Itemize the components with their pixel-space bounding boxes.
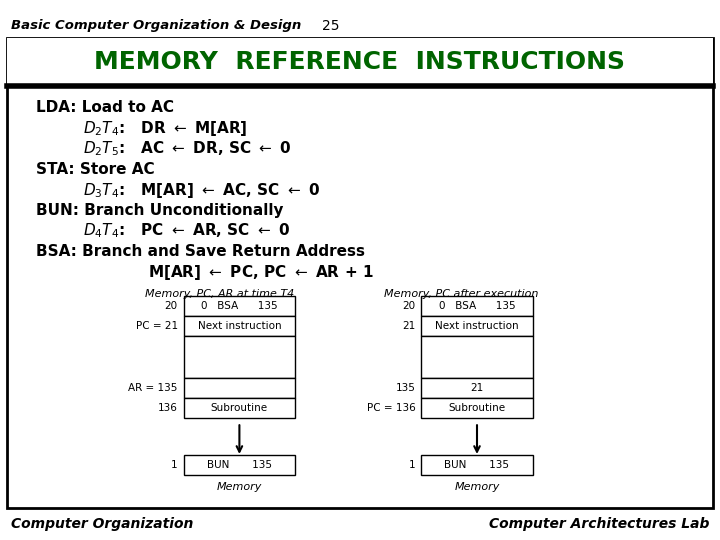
Text: Memory: Memory (217, 482, 262, 492)
Bar (421, 336, 533, 378)
Text: 0   BSA      135: 0 BSA 135 (438, 301, 516, 311)
Text: BUN       135: BUN 135 (444, 460, 510, 470)
Text: 21: 21 (470, 383, 484, 393)
Bar (421, 378, 533, 398)
Text: Subroutine: Subroutine (211, 403, 268, 413)
Text: 1: 1 (409, 460, 415, 470)
Bar (184, 296, 295, 316)
Text: Next instruction: Next instruction (197, 321, 282, 331)
Text: Basic Computer Organization & Design: Basic Computer Organization & Design (11, 19, 301, 32)
Text: BUN: Branch Unconditionally: BUN: Branch Unconditionally (36, 203, 284, 218)
Bar (184, 316, 295, 336)
Text: 0   BSA      135: 0 BSA 135 (201, 301, 278, 311)
Text: Subroutine: Subroutine (449, 403, 505, 413)
Text: Memory, PC after execution: Memory, PC after execution (384, 289, 538, 299)
Bar (184, 398, 295, 418)
Text: MEMORY  REFERENCE  INSTRUCTIONS: MEMORY REFERENCE INSTRUCTIONS (94, 50, 626, 74)
Text: $D_4T_4$:   PC $\leftarrow$ AR, SC $\leftarrow$ 0: $D_4T_4$: PC $\leftarrow$ AR, SC $\lefta… (83, 222, 290, 240)
Bar (184, 455, 295, 475)
Text: 20: 20 (165, 301, 178, 311)
Text: Next instruction: Next instruction (435, 321, 519, 331)
Text: 135: 135 (395, 383, 415, 393)
Bar (184, 336, 295, 378)
Text: Computer Organization: Computer Organization (11, 517, 193, 531)
Text: $D_2T_4$:   DR $\leftarrow$ M[AR]: $D_2T_4$: DR $\leftarrow$ M[AR] (83, 119, 248, 138)
Bar (184, 378, 295, 398)
Text: $D_3T_4$:   M[AR] $\leftarrow$ AC, SC $\leftarrow$ 0: $D_3T_4$: M[AR] $\leftarrow$ AC, SC $\le… (83, 180, 320, 200)
Bar (421, 296, 533, 316)
Text: Computer Architectures Lab: Computer Architectures Lab (489, 517, 709, 531)
Text: AR = 135: AR = 135 (128, 383, 178, 393)
Text: M[AR] $\leftarrow$ PC, PC $\leftarrow$ AR + 1: M[AR] $\leftarrow$ PC, PC $\leftarrow$ A… (148, 262, 373, 282)
Text: Memory: Memory (454, 482, 500, 492)
Text: Memory, PC, AR at time T4: Memory, PC, AR at time T4 (145, 289, 294, 299)
Text: 25: 25 (323, 19, 340, 33)
Bar (7, 38, 713, 508)
Text: BUN       135: BUN 135 (207, 460, 272, 470)
Text: 136: 136 (158, 403, 178, 413)
Text: $D_2T_5$:   AC $\leftarrow$ DR, SC $\leftarrow$ 0: $D_2T_5$: AC $\leftarrow$ DR, SC $\lefta… (83, 140, 292, 158)
Text: BSA: Branch and Save Return Address: BSA: Branch and Save Return Address (36, 244, 365, 259)
Text: PC = 136: PC = 136 (366, 403, 415, 413)
Bar (421, 316, 533, 336)
Text: STA: Store AC: STA: Store AC (36, 162, 155, 177)
Text: 1: 1 (171, 460, 178, 470)
Text: 20: 20 (402, 301, 415, 311)
Text: 21: 21 (402, 321, 415, 331)
Bar (7, 38, 713, 86)
Text: PC = 21: PC = 21 (135, 321, 178, 331)
Bar (421, 455, 533, 475)
Text: LDA: Load to AC: LDA: Load to AC (36, 100, 174, 116)
Bar (421, 398, 533, 418)
